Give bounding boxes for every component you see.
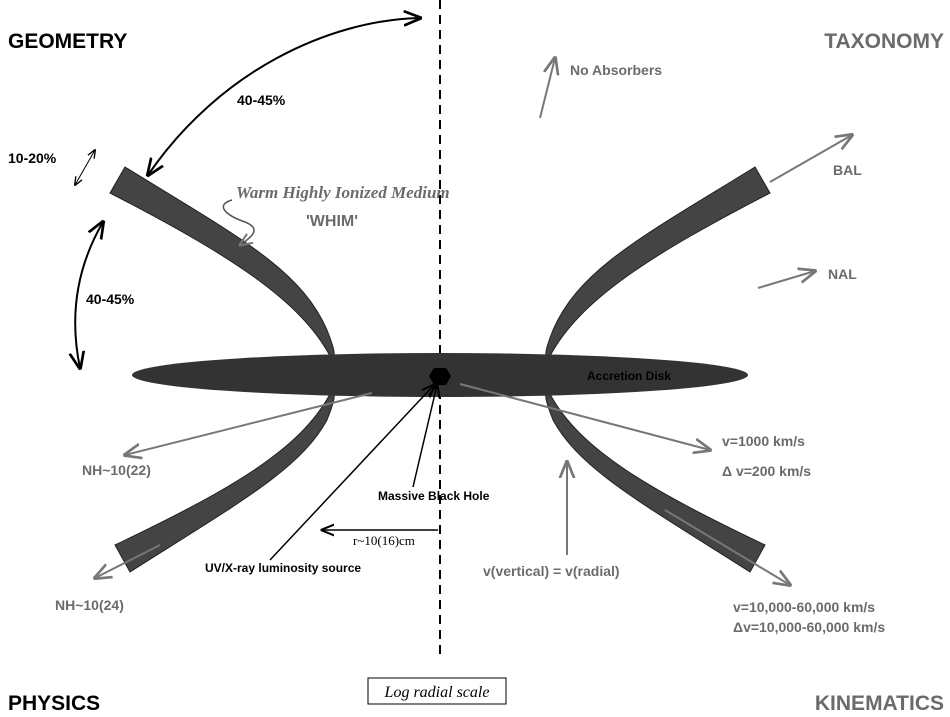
arrow-nh-high [95, 544, 161, 578]
arc-top [148, 18, 420, 175]
corner-label: TAXONOMY [824, 30, 944, 53]
whim-pointer [222, 199, 255, 245]
corner-label: GEOMETRY [8, 30, 127, 53]
taxonomy-label: BAL [833, 162, 862, 178]
taxonomy-label: NAL [828, 266, 857, 282]
wind-upper-right [545, 166, 771, 357]
arc-side [75, 150, 95, 185]
whim-abbr: 'WHIM' [306, 213, 358, 230]
corner-label: PHYSICS [8, 692, 100, 715]
wind-lower-right [545, 393, 766, 573]
structure [75, 0, 852, 705]
labels: GEOMETRY TAXONOMY PHYSICS KINEMATICS 40-… [8, 30, 944, 715]
kinematics-label: Δ v=200 km/s [722, 463, 811, 479]
arrow-source [269, 385, 434, 561]
kinematics-label: v=1000 km/s [722, 433, 805, 449]
whim-label: Warm Highly Ionized Medium [236, 183, 450, 202]
arrow-bal [769, 135, 852, 183]
kinematics-label: v=10,000-60,000 km/s [733, 599, 875, 615]
arrow-v-broad [664, 509, 790, 585]
arrow-black-hole [412, 385, 437, 488]
angle-label: 10-20% [8, 150, 57, 166]
kinematics-label: Δv=10,000-60,000 km/s [733, 619, 885, 635]
taxonomy-label: No Absorbers [570, 62, 662, 78]
arrow-nal [757, 271, 815, 289]
corner-label: KINEMATICS [815, 692, 944, 715]
arrow-no-absorbers [539, 58, 555, 119]
source-label: UV/X-ray luminosity source [205, 561, 361, 575]
disk-label: Accretion Disk [587, 369, 671, 383]
scale-label: Log radial scale [384, 684, 490, 701]
arrow-v-narrow [459, 383, 710, 450]
physics-label: NH~10(22) [82, 462, 151, 478]
arrow-nh-low [125, 392, 373, 455]
physics-label: NH~10(24) [55, 597, 124, 613]
black-hole [429, 368, 451, 385]
arc-lower [75, 222, 103, 368]
angle-label: 40-45% [86, 291, 135, 307]
wind-lower-left [114, 393, 335, 573]
angle-label: 40-45% [237, 92, 286, 108]
radius-label: r~10(16)cm [353, 533, 415, 548]
black-hole-label: Massive Black Hole [378, 489, 490, 503]
scale-box [367, 677, 507, 705]
kinematics-label: v(vertical) = v(radial) [483, 563, 620, 579]
wind-upper-left [109, 166, 335, 357]
